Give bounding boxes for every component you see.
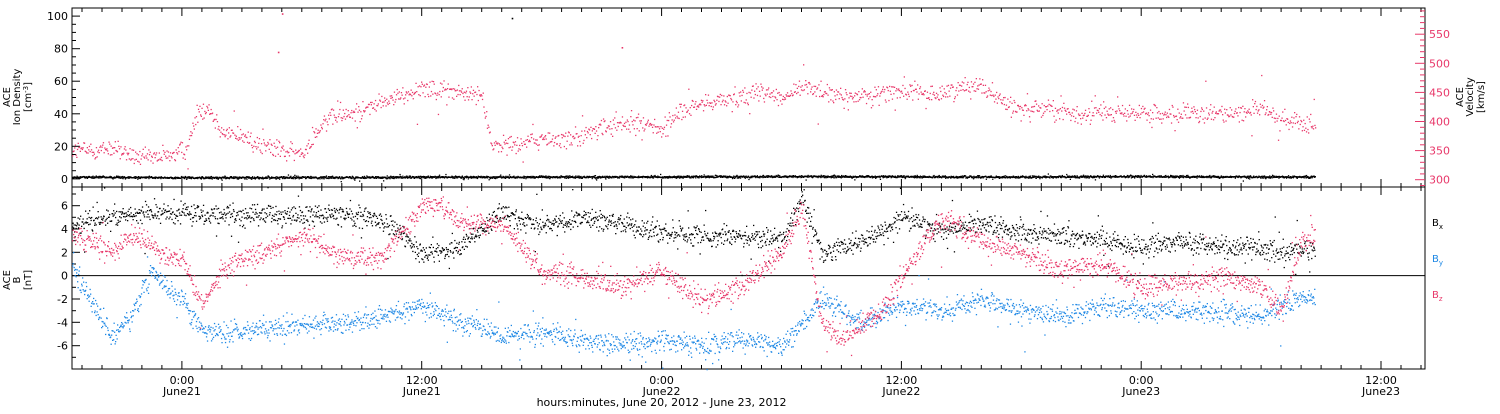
density-axis-unit: [cm-3] bbox=[22, 82, 34, 112]
outlier-point bbox=[622, 47, 624, 49]
b-tick-label: 4 bbox=[61, 223, 68, 236]
b-tick-label: 2 bbox=[61, 246, 68, 259]
x-tick-label-date: June23 bbox=[1121, 385, 1160, 398]
x-tick-label-date: June21 bbox=[402, 385, 441, 398]
x-axis-ticks bbox=[82, 8, 1421, 369]
velocity-axis-unit: [km/s] bbox=[1476, 81, 1487, 113]
velocity-tick-label: 300 bbox=[1429, 174, 1450, 187]
b-axis-title-line: B bbox=[12, 276, 23, 283]
outlier-point bbox=[278, 52, 280, 54]
b-axis-unit: [nT] bbox=[23, 270, 34, 290]
ion-density-series bbox=[72, 173, 1316, 182]
velocity-tick-label: 350 bbox=[1429, 145, 1450, 158]
velocity-tick-label: 450 bbox=[1429, 86, 1450, 99]
b-tick-label: -6 bbox=[57, 340, 68, 353]
density-tick-label: 40 bbox=[54, 108, 68, 121]
velocity-series bbox=[72, 64, 1316, 169]
x-tick-label-date: June23 bbox=[1361, 385, 1400, 398]
outlier-point bbox=[282, 13, 284, 15]
legend-by: By bbox=[1432, 254, 1443, 267]
b-series-bz bbox=[72, 196, 1316, 356]
velocity-tick-label: 400 bbox=[1429, 116, 1450, 129]
velocity-axis-title-line: Velocity bbox=[1465, 77, 1476, 116]
outlier-point bbox=[512, 18, 514, 20]
velocity-tick-label: 500 bbox=[1429, 57, 1450, 70]
b-tick-label: -4 bbox=[57, 316, 68, 329]
legend-bx: Bx bbox=[1432, 218, 1443, 231]
b-tick-label: -2 bbox=[57, 293, 68, 306]
velocity-tick-label: 550 bbox=[1429, 28, 1450, 41]
legend-bz: Bz bbox=[1432, 290, 1443, 303]
x-tick-label-date: June22 bbox=[881, 385, 920, 398]
density-tick-label: 0 bbox=[61, 173, 68, 186]
x-tick-label-date: June21 bbox=[162, 385, 201, 398]
b-tick-label: 0 bbox=[61, 270, 68, 283]
b-tick-label: 6 bbox=[61, 200, 68, 213]
b-series-bx bbox=[72, 187, 1316, 282]
density-tick-label: 80 bbox=[54, 43, 68, 56]
density-tick-label: 20 bbox=[54, 140, 68, 153]
density-tick-label: 100 bbox=[47, 10, 68, 23]
x-axis-title: hours:minutes, June 20, 2012 - June 23, … bbox=[537, 396, 787, 409]
density-tick-label: 60 bbox=[54, 75, 68, 88]
b-series-by bbox=[72, 252, 1316, 370]
density-axis-title-line: Ion Density bbox=[12, 69, 23, 126]
plasma-panel-frame bbox=[72, 8, 1425, 187]
